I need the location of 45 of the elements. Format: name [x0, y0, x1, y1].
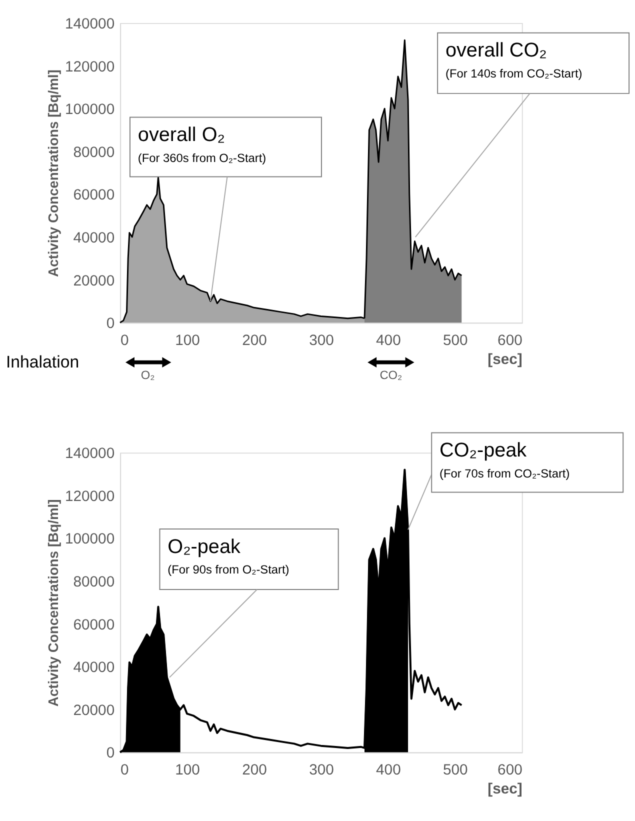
x-tick-label: 100: [175, 762, 200, 779]
x-tick-label: 300: [309, 762, 334, 779]
y-tick-label: 120000: [64, 488, 115, 505]
annotation: (For 70s from CO₂-Start): [440, 466, 570, 480]
text: CO₂: [380, 368, 403, 382]
y-tick-label: 0: [106, 316, 115, 332]
y-tick-label: 60000: [73, 188, 115, 204]
x-tick-label: 200: [242, 332, 267, 349]
y-tick-label: 80000: [73, 574, 115, 590]
text: O₂: [140, 368, 156, 382]
x-tick-label: 600: [498, 332, 522, 349]
x-tick-label: 0: [120, 762, 129, 779]
x-tick-label: 600: [498, 762, 522, 779]
x-axis-title: [sec]: [488, 781, 522, 798]
y-tick-label: 20000: [73, 702, 115, 719]
x-tick-label: 100: [175, 332, 200, 349]
annotation: (For 90s from O₂-Start): [168, 562, 290, 577]
annotation: CO₂-peak: [440, 440, 527, 462]
y-tick-label: 60000: [73, 617, 115, 634]
text: Inhalation: [6, 352, 80, 372]
x-tick-label: 400: [376, 762, 401, 779]
annotation: overall O₂: [138, 124, 225, 146]
x-tick-label: 500: [443, 762, 468, 779]
y-tick-label: 120000: [64, 59, 115, 76]
y-tick-label: 100000: [64, 532, 115, 548]
annotation: (For 360s from O₂-Start): [138, 150, 266, 165]
x-tick-label: 200: [242, 762, 267, 779]
y-axis-title: Activity Concentrations [Bq/ml]: [44, 499, 61, 707]
x-tick-label: 300: [309, 332, 334, 349]
y-tick-label: 0: [106, 746, 115, 762]
y-tick-label: 80000: [73, 144, 115, 161]
y-tick-label: 140000: [64, 16, 115, 32]
y-tick-label: 100000: [64, 102, 115, 118]
y-tick-label: 20000: [73, 273, 115, 290]
annotation: O₂-peak: [168, 536, 240, 558]
annotation: (For 140s from CO₂-Start): [445, 66, 582, 81]
y-axis-title: Activity Concentrations [Bq/ml]: [44, 70, 61, 277]
annotation: overall CO₂: [445, 40, 547, 62]
x-tick-label: 500: [443, 332, 468, 349]
x-tick-label: 400: [376, 332, 401, 349]
y-tick-label: 40000: [73, 230, 115, 246]
x-tick-label: 0: [120, 332, 129, 349]
y-tick-label: 40000: [73, 660, 115, 676]
y-tick-label: 140000: [64, 446, 115, 462]
x-axis-title: [sec]: [488, 352, 522, 368]
